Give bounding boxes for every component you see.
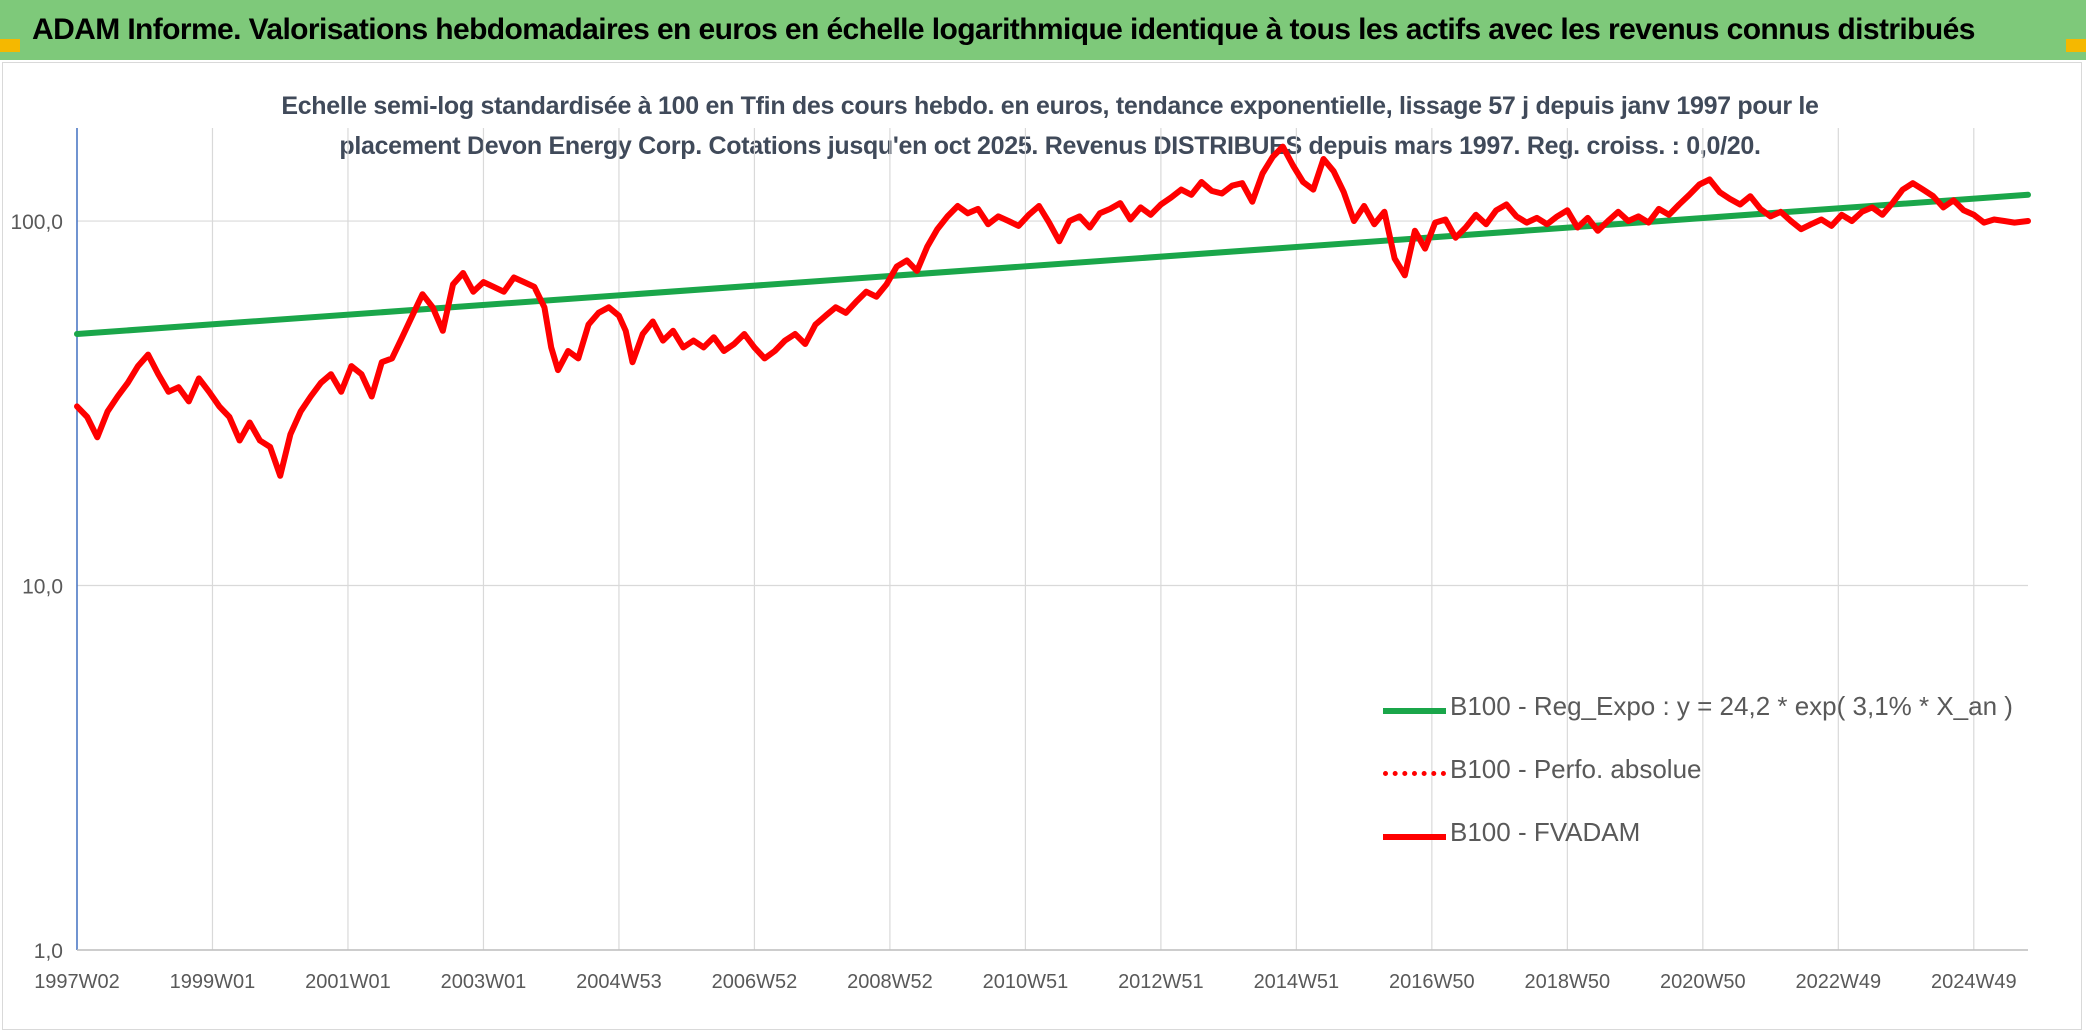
x-tick-label: 2004W53 xyxy=(576,971,662,993)
y-tick-label: 100,0 xyxy=(10,211,63,234)
chart-frame xyxy=(2,62,2082,1030)
grid-lines xyxy=(76,128,2028,951)
x-tick-label: 2006W52 xyxy=(712,971,798,993)
corner-accent-left xyxy=(0,39,20,52)
x-tick-label: 2014W51 xyxy=(1254,971,1340,993)
x-tick-label: 1997W02 xyxy=(34,971,120,993)
x-tick-label: 2012W51 xyxy=(1118,971,1204,993)
x-tick-label: 2024W49 xyxy=(1931,971,2017,993)
x-tick-label: 2018W50 xyxy=(1525,971,1611,993)
x-tick-label: 2020W50 xyxy=(1660,971,1746,993)
legend-label: B100 - Perfo. absolue xyxy=(1450,754,1702,784)
chart-subtitle: Echelle semi-log standardisée à 100 en T… xyxy=(281,92,1819,160)
x-tick-label: 2008W52 xyxy=(847,971,933,993)
trend-line-series xyxy=(74,191,2031,337)
x-tick-label: 2001W01 xyxy=(305,971,391,993)
axes: 1,0 10,0 100,0 1997W02 1999W01 2001W01 2003W01… xyxy=(10,128,2028,993)
legend-swatch xyxy=(1383,771,1446,776)
corner-accent-right xyxy=(2066,39,2086,52)
fvadam-line-series xyxy=(74,143,2031,479)
legend-swatch xyxy=(1383,834,1446,840)
report-title: ADAM Informe. Valorisations hebdomadaire… xyxy=(32,13,1975,46)
report-banner: ADAM Informe. Valorisations hebdomadaire… xyxy=(0,0,2086,60)
x-tick-label: 2016W50 xyxy=(1389,971,1475,993)
legend-label: B100 - Reg_Expo : y = 24,2 * exp( 3,1% *… xyxy=(1450,691,2013,721)
x-tick-label: 2003W01 xyxy=(441,971,527,993)
legend-label: B100 - FVADAM xyxy=(1450,817,1641,847)
x-tick-label: 2022W49 xyxy=(1796,971,1882,993)
legend-swatch xyxy=(1383,708,1446,714)
y-tick-label: 10,0 xyxy=(22,576,63,599)
series-lines xyxy=(74,143,2031,479)
x-tick-label: 1999W01 xyxy=(170,971,256,993)
y-tick-label: 1,0 xyxy=(34,940,63,963)
x-tick-label: 2010W51 xyxy=(983,971,1069,993)
